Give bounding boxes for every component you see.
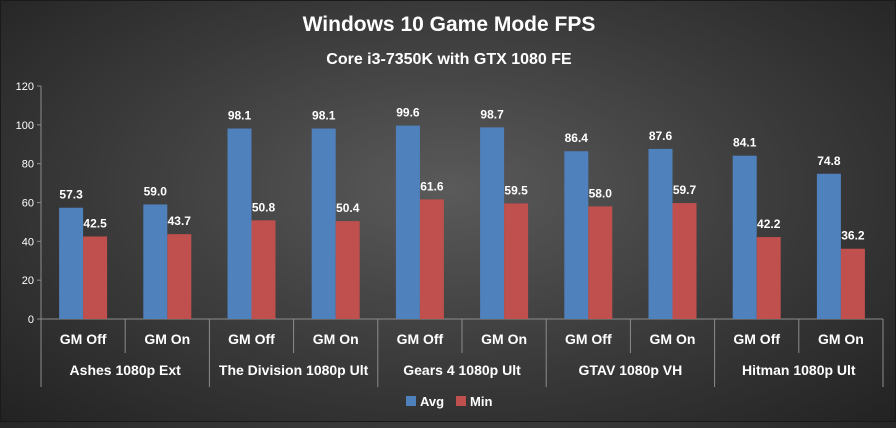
data-labels: 57.3 59.0 98.1 98.1 99.6 98.7 86.4 87.6 84.1 74.8…: [59, 106, 864, 243]
bar-min: [83, 236, 108, 319]
bar-avg: [816, 173, 841, 319]
data-label-avg: 74.8: [817, 154, 841, 168]
legend: Avg Min: [406, 394, 492, 409]
bar-avg: [59, 207, 84, 319]
bar-min: [167, 234, 192, 319]
bar-min: [504, 203, 529, 319]
data-label-avg: 84.1: [733, 136, 757, 150]
bar-min: [335, 221, 360, 319]
bar-avg: [732, 155, 757, 319]
data-label-avg: 59.0: [144, 184, 168, 198]
bar-min: [840, 248, 865, 319]
x-category-label: GM Off: [565, 331, 612, 347]
x-category-label: GM On: [481, 331, 527, 347]
bar-avg: [311, 128, 336, 319]
data-label-min: 61.6: [420, 179, 444, 193]
legend-label-min: Min: [470, 394, 492, 409]
bar-avg: [564, 151, 589, 319]
y-tick-label: 60: [22, 198, 34, 210]
bar-min: [419, 199, 444, 319]
y-tick-label: 80: [22, 159, 34, 171]
data-label-min: 50.4: [336, 201, 360, 215]
y-tick-label: 100: [16, 120, 34, 132]
data-label-min: 42.5: [83, 216, 107, 230]
x-category-label: GM On: [313, 331, 359, 347]
chart-subtitle: Core i3-7350K with GTX 1080 FE: [326, 51, 572, 68]
bar-min: [588, 206, 613, 319]
legend-swatch-avg: [406, 396, 416, 406]
bar-avg: [480, 127, 505, 319]
bar-avg: [227, 128, 252, 319]
x-category-label: GM On: [144, 331, 190, 347]
data-label-avg: 98.7: [480, 107, 504, 121]
x-category-label: GM Off: [397, 331, 444, 347]
x-group-label: Hitman 1080p Ult: [742, 362, 856, 378]
data-label-min: 43.7: [168, 214, 192, 228]
data-label-min: 59.7: [673, 183, 697, 197]
data-label-avg: 87.6: [649, 129, 673, 143]
data-label-avg: 86.4: [565, 131, 589, 145]
y-tick-label: 40: [22, 236, 34, 248]
x-group-label: GTAV 1080p VH: [579, 362, 683, 378]
x-group-label: Ashes 1080p Ext: [70, 362, 182, 378]
legend-swatch-min: [456, 396, 466, 406]
data-label-avg: 98.1: [228, 109, 252, 123]
bar-min: [251, 220, 276, 319]
data-label-avg: 99.6: [396, 106, 420, 120]
axes: 0 20 40 60 80 100 120 GM Off GM On GM Off GM On GM …: [16, 81, 884, 387]
data-label-avg: 98.1: [312, 109, 336, 123]
y-tick-label: 20: [22, 275, 34, 287]
legend-label-avg: Avg: [420, 394, 444, 409]
x-category-label: GM On: [818, 331, 864, 347]
y-tick-label: 0: [28, 314, 34, 326]
data-label-min: 36.2: [841, 229, 865, 243]
x-group-label: The Division 1080p Ult: [219, 362, 369, 378]
bar-min: [756, 237, 781, 319]
bar-avg: [395, 125, 420, 319]
x-category-label: GM On: [650, 331, 696, 347]
y-tick-label: 120: [16, 81, 34, 93]
x-group-label: Gears 4 1080p Ult: [403, 362, 521, 378]
x-category-label: GM Off: [60, 331, 107, 347]
data-label-min: 42.2: [757, 217, 781, 231]
data-label-min: 50.8: [252, 200, 276, 214]
x-category-label: GM Off: [733, 331, 780, 347]
bar-avg: [143, 204, 168, 319]
data-label-min: 58.0: [589, 186, 613, 200]
bar-min: [672, 203, 697, 319]
x-category-label: GM Off: [228, 331, 275, 347]
bars: [59, 125, 865, 319]
data-label-min: 59.5: [504, 183, 528, 197]
data-label-avg: 57.3: [59, 188, 83, 202]
chart-title: Windows 10 Game Mode FPS: [303, 13, 596, 36]
bar-avg: [648, 148, 673, 319]
